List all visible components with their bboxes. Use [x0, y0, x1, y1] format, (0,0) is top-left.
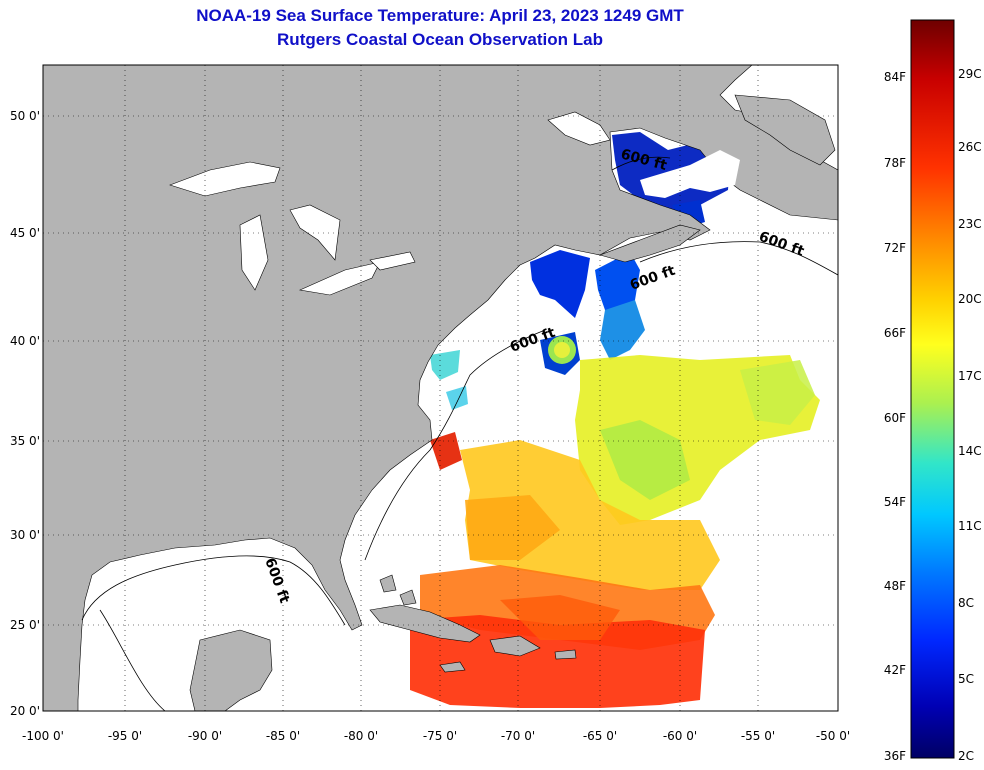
cbar-c-23: 23C — [958, 217, 982, 231]
lon-tick-70: -70 0' — [501, 729, 535, 743]
map-frame — [42, 64, 839, 712]
lon-tick-80: -80 0' — [344, 729, 378, 743]
cbar-c-14: 14C — [958, 444, 982, 458]
cbar-f-48: 48F — [884, 579, 906, 593]
sst-data-layer — [410, 132, 820, 708]
cbar-f-72: 72F — [884, 241, 906, 255]
lon-tick-95: -95 0' — [108, 729, 142, 743]
lat-tick-35: 35 0' — [10, 434, 40, 448]
cbar-f-36: 36F — [884, 749, 906, 763]
lon-tick-50: -50 0' — [816, 729, 850, 743]
cbar-f-66: 66F — [884, 326, 906, 340]
cbar-f-60: 60F — [884, 411, 906, 425]
cbar-c-5: 5C — [958, 672, 974, 686]
lat-tick-25: 25 0' — [10, 618, 40, 632]
cbar-c-17: 17C — [958, 369, 982, 383]
colorbar-fahrenheit-labels: 84F 78F 72F 66F 60F 54F 48F 42F 36F — [884, 70, 906, 763]
great-lakes — [169, 111, 611, 296]
map-subtitle: Rutgers Coastal Ocean Observation Lab — [277, 30, 603, 49]
lat-tick-30: 30 0' — [10, 528, 40, 542]
lon-tick-60: -60 0' — [663, 729, 697, 743]
lon-tick-55: -55 0' — [741, 729, 775, 743]
lon-tick-90: -90 0' — [188, 729, 222, 743]
lon-tick-85: -85 0' — [266, 729, 300, 743]
cbar-c-20: 20C — [958, 292, 982, 306]
colorbar-celsius-labels: 29C 26C 23C 20C 17C 14C 11C 8C 5C 2C — [958, 67, 982, 763]
cbar-f-42: 42F — [884, 663, 906, 677]
map-title: NOAA-19 Sea Surface Temperature: April 2… — [196, 6, 684, 25]
lat-tick-40: 40 0' — [10, 334, 40, 348]
cbar-f-54: 54F — [884, 495, 906, 509]
lon-axis: -100 0' -95 0' -90 0' -85 0' -80 0' -75 … — [22, 729, 850, 743]
cbar-c-8: 8C — [958, 596, 974, 610]
cbar-c-2: 2C — [958, 749, 974, 763]
lon-tick-75: -75 0' — [423, 729, 457, 743]
lon-tick-100: -100 0' — [22, 729, 64, 743]
lat-tick-45: 45 0' — [10, 226, 40, 240]
lat-axis: 50 0' 45 0' 40 0' 35 0' 30 0' 25 0' 20 0… — [10, 109, 40, 718]
lon-tick-65: -65 0' — [583, 729, 617, 743]
isobath-lines — [81, 156, 838, 711]
colorbar — [910, 19, 955, 759]
lat-tick-20: 20 0' — [10, 704, 40, 718]
cbar-c-26: 26C — [958, 140, 982, 154]
cbar-c-29: 29C — [958, 67, 982, 81]
cbar-c-11: 11C — [958, 519, 982, 533]
lat-tick-50: 50 0' — [10, 109, 40, 123]
cbar-f-84: 84F — [884, 70, 906, 84]
cbar-f-78: 78F — [884, 156, 906, 170]
